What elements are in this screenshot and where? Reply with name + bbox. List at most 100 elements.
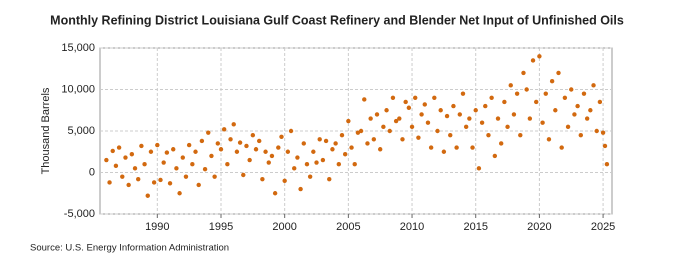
data-point xyxy=(365,141,370,146)
x-tick-label: 2015 xyxy=(463,221,487,233)
data-point xyxy=(186,142,192,148)
data-point xyxy=(311,149,316,154)
data-point xyxy=(381,124,386,130)
data-point xyxy=(549,79,555,84)
data-point xyxy=(295,155,300,160)
data-point xyxy=(530,58,536,63)
data-point xyxy=(339,132,345,138)
y-tick-label: 10,000 xyxy=(61,83,95,95)
data-point xyxy=(292,166,297,171)
data-point xyxy=(584,116,590,121)
data-point xyxy=(349,145,354,150)
data-point xyxy=(559,145,564,150)
data-point xyxy=(524,87,529,92)
x-tick-label: 2010 xyxy=(400,221,424,233)
data-point xyxy=(237,140,243,145)
data-point xyxy=(123,155,128,160)
data-point xyxy=(171,147,176,152)
data-point xyxy=(307,174,313,179)
data-point xyxy=(534,99,539,105)
data-point xyxy=(393,118,399,124)
data-point xyxy=(139,143,144,149)
data-point xyxy=(438,108,443,113)
data-point xyxy=(451,103,456,109)
data-point xyxy=(422,102,427,107)
data-point xyxy=(253,147,259,152)
data-point xyxy=(212,174,217,179)
data-point xyxy=(387,128,392,134)
data-point xyxy=(183,174,189,179)
data-point xyxy=(129,152,135,157)
data-point xyxy=(323,138,329,144)
data-point xyxy=(158,177,163,183)
data-point xyxy=(479,120,485,125)
data-point xyxy=(202,166,208,172)
data-point xyxy=(377,147,383,152)
data-point xyxy=(196,182,201,188)
y-tick-label: 15,000 xyxy=(61,42,95,54)
data-point xyxy=(553,108,558,113)
data-point xyxy=(384,108,389,113)
data-point xyxy=(495,116,501,121)
x-tick-label: 2020 xyxy=(527,221,551,233)
data-point xyxy=(320,157,326,163)
data-point xyxy=(502,99,507,105)
data-point xyxy=(578,132,583,138)
data-point xyxy=(142,162,147,167)
data-point xyxy=(416,135,421,140)
data-point xyxy=(483,103,488,109)
data-point xyxy=(543,91,548,96)
data-point xyxy=(234,149,240,154)
data-point xyxy=(266,160,271,165)
data-point xyxy=(107,180,112,185)
data-point xyxy=(575,103,580,109)
data-point xyxy=(562,95,568,101)
data-point xyxy=(209,153,214,159)
data-point xyxy=(457,112,463,117)
data-point xyxy=(247,157,252,163)
data-point xyxy=(435,128,440,134)
data-point xyxy=(518,132,523,138)
data-point xyxy=(180,155,185,160)
data-point xyxy=(120,174,125,179)
y-tick-label: -5,000 xyxy=(64,208,95,220)
data-point xyxy=(540,120,545,125)
data-point xyxy=(448,132,453,138)
data-point xyxy=(333,141,338,146)
data-point xyxy=(397,116,402,121)
data-point xyxy=(508,83,513,88)
chart-title: Monthly Refining District Louisiana Gulf… xyxy=(50,13,624,27)
data-point xyxy=(257,138,262,144)
data-point xyxy=(104,157,109,163)
data-point xyxy=(454,145,459,150)
data-point xyxy=(215,141,221,146)
data-point xyxy=(161,160,166,165)
y-tick-label: 5,000 xyxy=(67,125,95,137)
data-point xyxy=(498,141,504,146)
data-point xyxy=(581,91,587,96)
data-point xyxy=(314,160,319,165)
data-point xyxy=(301,141,306,146)
data-point xyxy=(241,172,246,178)
data-point xyxy=(432,95,437,101)
data-point xyxy=(358,128,364,134)
data-point xyxy=(263,149,268,154)
data-point xyxy=(116,145,122,150)
x-tick-label: 2025 xyxy=(591,221,615,233)
data-point xyxy=(285,149,291,154)
data-point xyxy=(476,166,482,171)
data-point xyxy=(514,91,520,96)
data-point xyxy=(374,112,380,117)
data-point xyxy=(588,108,593,113)
data-point xyxy=(145,193,150,198)
data-point xyxy=(521,70,526,76)
data-point xyxy=(177,191,182,196)
data-point xyxy=(467,116,472,121)
data-point xyxy=(602,143,608,149)
data-point xyxy=(164,150,170,155)
data-point xyxy=(546,137,552,142)
data-point xyxy=(276,145,281,150)
data-point xyxy=(167,181,173,186)
data-point xyxy=(403,99,408,105)
data-point xyxy=(473,108,478,113)
